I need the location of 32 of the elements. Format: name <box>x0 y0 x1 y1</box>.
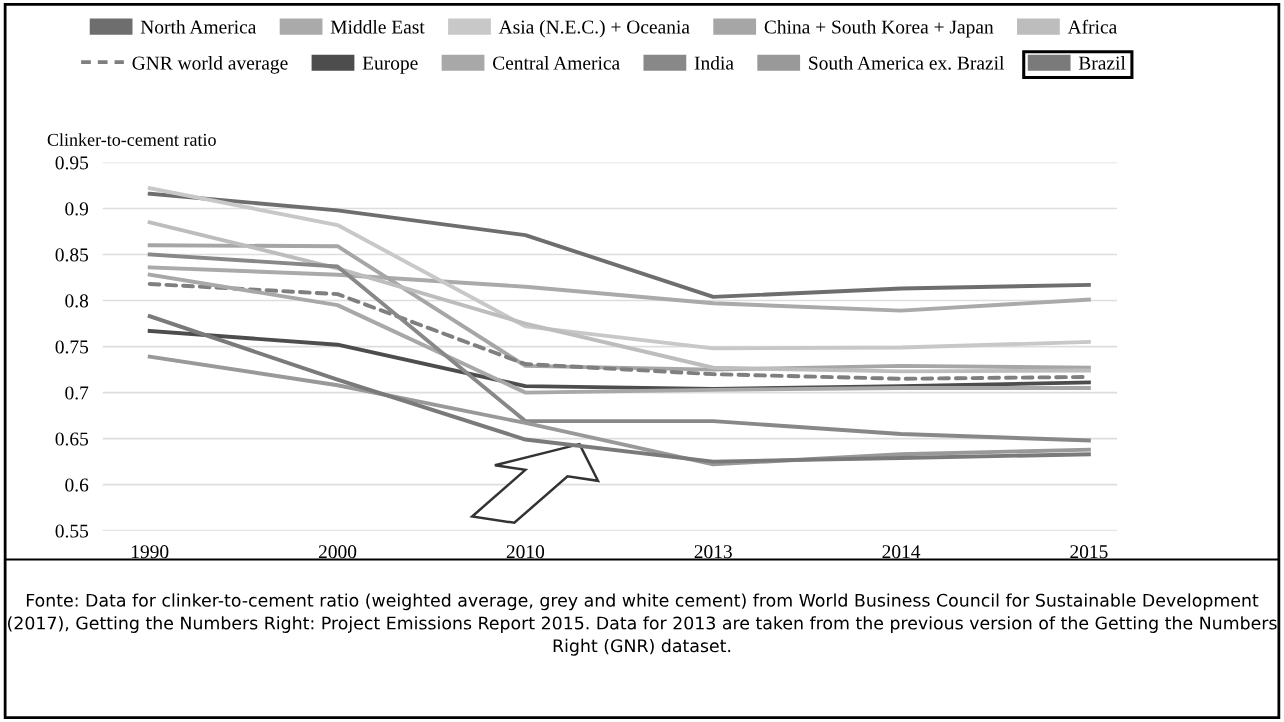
y-tick-label: 0.95 <box>55 156 89 170</box>
legend-label: GNR world average <box>132 55 288 74</box>
y-tick-label: 0.85 <box>55 248 89 262</box>
legend-label: Europe <box>362 56 418 74</box>
legend-label: Brazil <box>1078 55 1126 70</box>
y-tick-label: 0.65 <box>55 432 89 446</box>
legend-label: Africa <box>1067 19 1117 34</box>
y-tick-label: 0.55 <box>55 524 89 538</box>
x-tick-label: 1990 <box>131 545 169 559</box>
source-note: Fonte: Data for clinker-to-cement ratio (weighted average, grey and white cement) from World Business Council for Sustainable Development (2017), Getting the Numbers Right: Project Emissions Report 2015. Data for 2013 are taken from the previous version of the Getting the Numbers Right (GNR) dataset. <box>8 593 1277 656</box>
legend-label: China + South Korea + Japan <box>764 19 994 38</box>
y-tick-label: 0.9 <box>65 202 89 216</box>
legend-label: Central America <box>492 55 620 70</box>
x-tick-label: 2014 <box>882 545 921 559</box>
y-axis-title: Clinker-to-cement ratio <box>47 133 216 146</box>
legend-label: North America <box>140 19 257 34</box>
line-series <box>147 191 1091 299</box>
line-series <box>147 272 1091 395</box>
y-tick-label: 0.8 <box>65 294 89 308</box>
legend-label: Asia (N.E.C.) + Oceania <box>498 19 690 38</box>
y-tick-label: 0.7 <box>65 386 89 400</box>
y-tick-label: 0.6 <box>65 478 89 492</box>
x-tick-label: 2013 <box>694 545 732 559</box>
line-series <box>147 252 1091 443</box>
legend-label: India <box>694 55 734 70</box>
x-tick-label: 2010 <box>506 545 545 559</box>
x-tick-label: 2015 <box>1070 545 1108 559</box>
line-series <box>147 314 1091 464</box>
legend-label: South America ex. Brazil <box>809 55 1005 70</box>
legend-label: Middle East <box>330 19 425 34</box>
x-tick-label: 2000 <box>318 545 357 559</box>
y-tick-label: 0.75 <box>55 340 89 354</box>
